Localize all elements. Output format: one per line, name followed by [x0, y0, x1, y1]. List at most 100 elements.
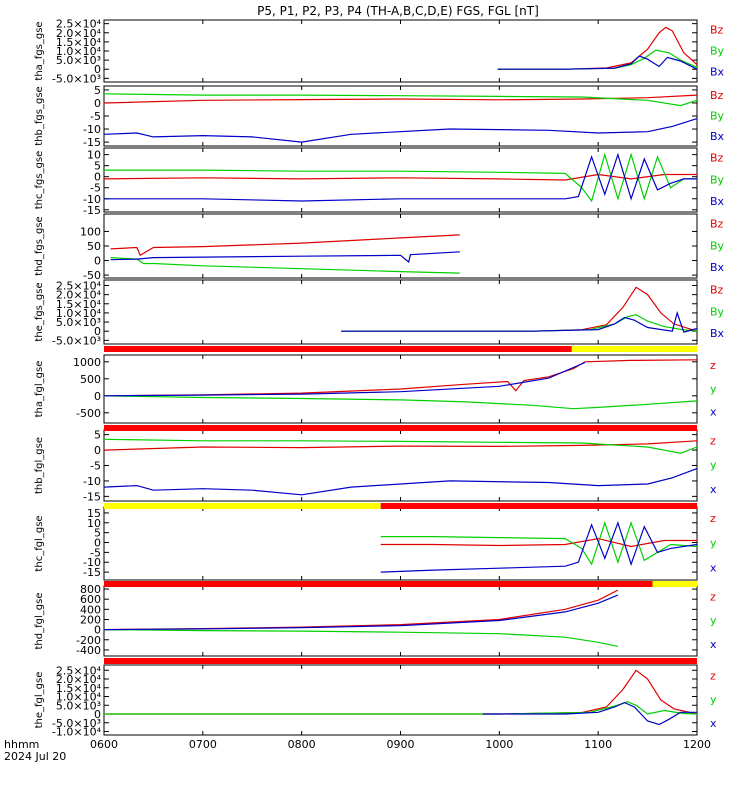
- series-By-line: [104, 152, 697, 203]
- y-tick-label: -50: [83, 269, 101, 282]
- legend-Bz: Bz: [710, 23, 724, 36]
- y-axis-label: thd_fgs_gse: [34, 216, 45, 275]
- legend-Bx: Bx: [710, 195, 725, 208]
- y-tick-label: 0: [94, 444, 101, 457]
- series-Bx-line: [104, 152, 697, 202]
- y-tick-label: -200: [76, 634, 101, 647]
- y-tick-label: -400: [76, 644, 101, 657]
- y-tick-label: 5: [94, 429, 101, 442]
- series-By-line: [103, 93, 698, 107]
- series-y-line: [104, 701, 698, 715]
- status-segment: [104, 581, 653, 587]
- panel-frame: [103, 279, 698, 345]
- panel-the_fgs_gse: 2.5×10⁴2.0×10⁴1.5×10⁴1.0×10⁴5.0×10³0-5.0…: [34, 279, 725, 347]
- y-axis-label: thb_fgl_gse: [34, 437, 45, 494]
- legend-y: y: [710, 614, 717, 627]
- legend-x: x: [710, 405, 717, 418]
- y-axis-label: thd_fgl_gse: [34, 593, 45, 650]
- legend-Bx: Bx: [710, 327, 725, 340]
- status-segment: [571, 346, 697, 352]
- y-tick-label: -5.0×10³: [52, 334, 101, 347]
- legend-z: z: [710, 669, 716, 682]
- y-tick-label: 0: [94, 63, 101, 76]
- y-axis-label: the_fgl_gse: [34, 672, 45, 729]
- y-tick-label: -5: [90, 110, 101, 123]
- y-tick-label: 5: [94, 160, 101, 173]
- series-Bz-line: [103, 173, 697, 181]
- y-tick-label: 10: [87, 149, 101, 162]
- y-axis-label: tha_fgs_gse: [34, 21, 45, 80]
- y-tick-label: -15: [83, 490, 101, 503]
- status-bar: [104, 503, 697, 509]
- legend-x: x: [710, 483, 717, 496]
- panel-thd_fgs_gse: 100 50 0-50 thd_fgs_gse Bz By Bx: [34, 213, 725, 282]
- y-tick-label: 0: [94, 624, 101, 637]
- plot-title: P5, P1, P2, P3, P4 (TH-A,B,C,D,E) FGS, F…: [257, 4, 539, 18]
- panels: 2.5×10⁴2.0×10⁴1.5×10⁴1.0×10⁴5.0×10³0-5.0…: [34, 18, 725, 751]
- y-tick-label: 0: [94, 171, 101, 184]
- status-bar: [104, 658, 697, 664]
- status-segment: [104, 346, 572, 352]
- y-tick-label: 1.5×10⁴: [56, 298, 102, 311]
- y-tick-label: 1.0×10⁴: [56, 45, 102, 58]
- series-Bz-line: [110, 234, 460, 257]
- legend-Bz: Bz: [710, 152, 724, 165]
- y-tick-label: -5: [90, 546, 101, 559]
- y-axis-label: thc_fgs_gse: [34, 151, 45, 210]
- y-tick-label: -5.0×10³: [52, 72, 101, 85]
- legend-x: x: [710, 561, 717, 574]
- y-tick-label: 100: [80, 225, 101, 238]
- y-tick-label: 2.5×10⁴: [56, 664, 102, 677]
- y-tick-label: -1.0×10⁴: [52, 726, 102, 739]
- status-bar: [104, 581, 697, 587]
- legend-y: y: [710, 693, 717, 706]
- panel-tha_fgs_gse: 2.5×10⁴2.0×10⁴1.5×10⁴1.0×10⁴5.0×10³0-5.0…: [34, 18, 725, 86]
- panel-frame: [103, 19, 698, 83]
- time-label: hhmm: [4, 738, 39, 751]
- status-segment: [104, 658, 697, 664]
- series-Bz-line: [341, 286, 698, 332]
- panel-thb_fgl_gse: 5 0 -5 -10 -15 thb_fgl_gse zyx: [34, 429, 717, 504]
- series-z-line: [380, 537, 697, 548]
- series-x-line: [482, 701, 697, 726]
- y-tick-label: 2.0×10⁴: [56, 673, 102, 686]
- legend-Bz: Bz: [710, 218, 724, 231]
- panel-frame: [103, 147, 698, 213]
- status-segment: [380, 503, 697, 509]
- series-y-line: [103, 629, 619, 647]
- series-y-line: [103, 438, 698, 454]
- series-z-line: [103, 440, 698, 451]
- y-tick-label: -15: [83, 136, 101, 149]
- y-tick-label: 1.0×10⁴: [56, 307, 102, 320]
- series-z-line: [103, 359, 698, 397]
- y-tick-label: 0: [94, 390, 101, 403]
- panel-tha_fgl_gse: 1000 500 0 -500 tha_fgl_gse zyx: [34, 354, 717, 424]
- date-label: 2024 Jul 20: [4, 750, 66, 763]
- series-Bz-line: [497, 26, 698, 70]
- panel-frame: [103, 664, 698, 736]
- panel-frame: [103, 213, 698, 279]
- y-tick-label: -10: [83, 556, 101, 569]
- y-tick-label: 1000: [73, 356, 101, 369]
- panel-the_fgl_gse: 2.5×10⁴2.0×10⁴1.5×10⁴1.0×10⁴5.0×10³0-5.0…: [34, 664, 717, 738]
- x-tick-label: 0900: [387, 738, 415, 751]
- y-tick-label: 0: [94, 325, 101, 338]
- series-x-line: [380, 520, 698, 573]
- legend-Bz: Bz: [710, 89, 724, 102]
- y-tick-label: 600: [80, 593, 101, 606]
- series-Bx-line: [341, 310, 698, 333]
- x-tick-label: 0800: [288, 738, 316, 751]
- series-Bx-line: [110, 251, 460, 264]
- y-tick-label: 5: [94, 527, 101, 540]
- series-x-line: [103, 361, 586, 397]
- y-tick-label: 1.5×10⁴: [56, 36, 102, 49]
- panel-thb_fgs_gse: 50-5-10-15 thb_fgs_gse Bz By Bx: [34, 84, 725, 149]
- y-axis-label: tha_fgl_gse: [34, 361, 45, 418]
- series-x-line: [103, 594, 619, 631]
- status-segment: [652, 581, 697, 587]
- y-tick-label: -10: [83, 193, 101, 206]
